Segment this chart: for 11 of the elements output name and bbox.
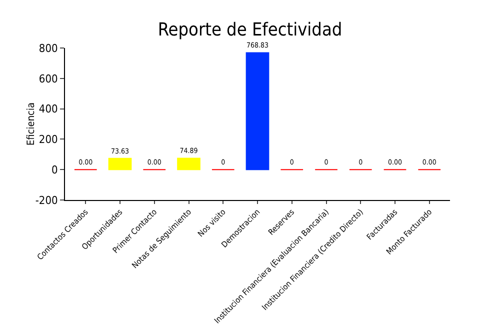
y-tick-label: 400 [38,102,58,116]
bar [177,158,200,170]
y-tick-label: 0 [52,163,58,176]
y-tick-label: 600 [38,72,58,86]
y-tick-label: -200 [35,194,58,207]
bar [246,52,270,170]
bar [108,158,132,170]
y-axis-title: Eficiencia [26,102,37,146]
y-tick-label: 200 [38,133,58,146]
y-tick-label: 800 [38,42,58,55]
chart-title: Reporte de Efectividad [158,20,342,41]
